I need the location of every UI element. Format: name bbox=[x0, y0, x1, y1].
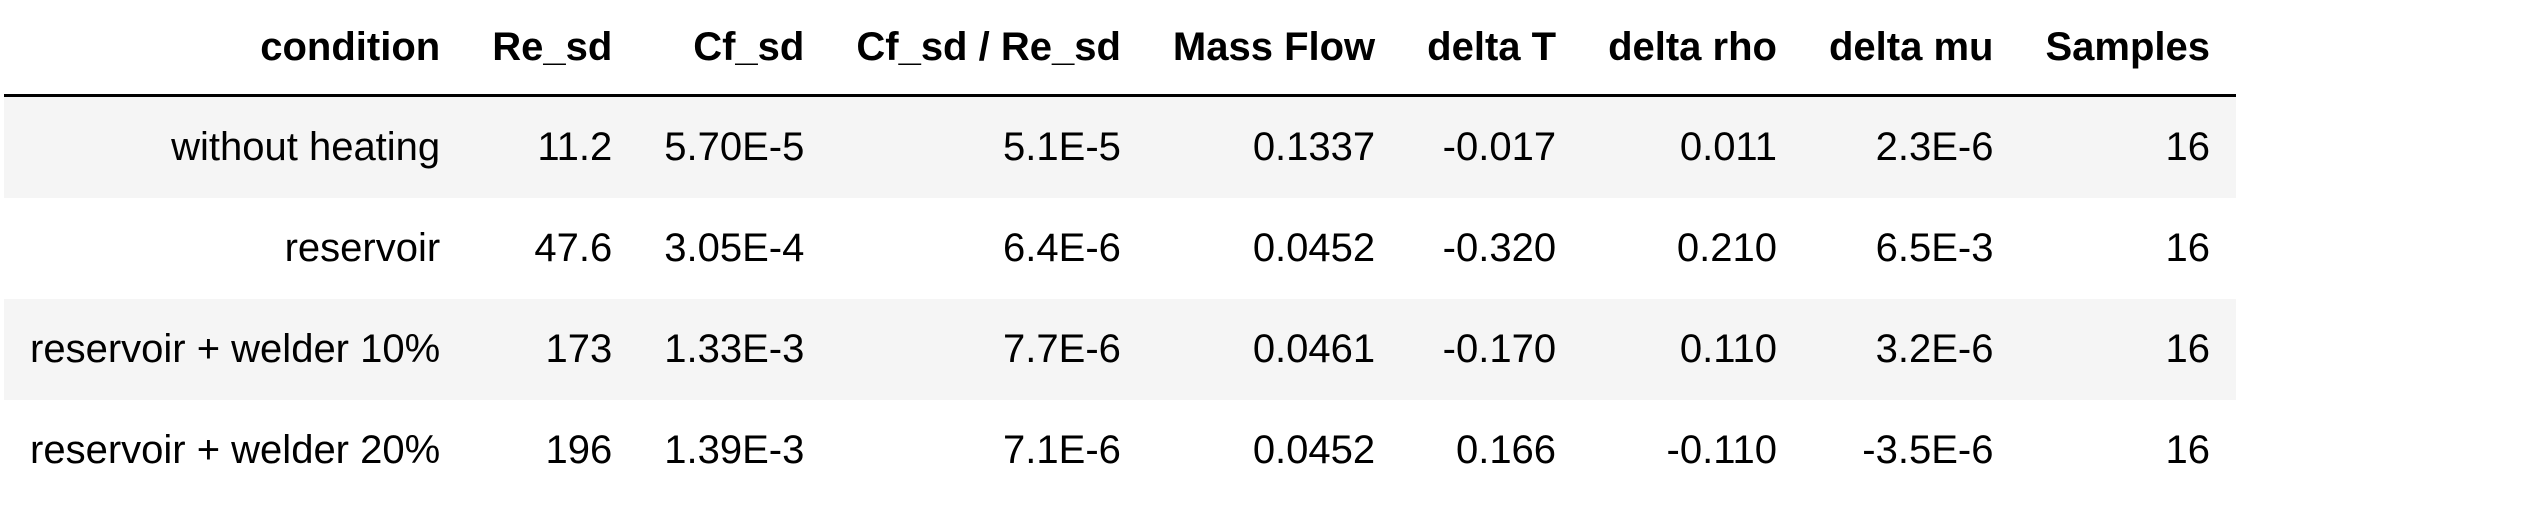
cell-delta-t: -0.017 bbox=[1401, 95, 1583, 198]
cell-re-sd: 196 bbox=[466, 400, 639, 501]
cell-delta-mu: 2.3E-6 bbox=[1802, 95, 2020, 198]
cell-cf-sd: 3.05E-4 bbox=[638, 198, 831, 299]
cell-delta-rho: 0.011 bbox=[1582, 95, 1803, 198]
cell-delta-rho: 0.110 bbox=[1582, 299, 1803, 400]
column-header-condition: condition bbox=[4, 0, 467, 97]
cell-samples: 16 bbox=[2019, 95, 2236, 198]
cell-delta-t: -0.170 bbox=[1401, 299, 1583, 400]
cell-cf-sd: 1.39E-3 bbox=[638, 400, 831, 501]
table-row: reservoir 47.6 3.05E-4 6.4E-6 0.0452 -0.… bbox=[4, 198, 2236, 299]
column-header-mass-flow: Mass Flow bbox=[1146, 0, 1402, 97]
cell-delta-rho: 0.210 bbox=[1582, 198, 1803, 299]
table-header: condition Re_sd Cf_sd Cf_sd / Re_sd Mass… bbox=[4, 0, 2236, 97]
cell-condition: reservoir + welder 20% bbox=[4, 400, 467, 501]
column-header-delta-t: delta T bbox=[1401, 0, 1583, 97]
cell-delta-mu: -3.5E-6 bbox=[1802, 400, 2020, 501]
cell-mass-flow: 0.1337 bbox=[1146, 95, 1402, 198]
header-row: condition Re_sd Cf_sd Cf_sd / Re_sd Mass… bbox=[4, 0, 2236, 97]
table-row: reservoir + welder 10% 173 1.33E-3 7.7E-… bbox=[4, 299, 2236, 400]
cell-delta-t: -0.320 bbox=[1401, 198, 1583, 299]
column-header-delta-mu: delta mu bbox=[1802, 0, 2020, 97]
cell-re-sd: 47.6 bbox=[466, 198, 639, 299]
cell-mass-flow: 0.0461 bbox=[1146, 299, 1402, 400]
column-header-re-sd: Re_sd bbox=[466, 0, 639, 97]
cell-re-sd: 173 bbox=[466, 299, 639, 400]
cell-delta-mu: 3.2E-6 bbox=[1802, 299, 2020, 400]
cell-samples: 16 bbox=[2019, 198, 2236, 299]
table-row: without heating 11.2 5.70E-5 5.1E-5 0.13… bbox=[4, 95, 2236, 198]
cell-condition: without heating bbox=[4, 95, 467, 198]
cell-mass-flow: 0.0452 bbox=[1146, 198, 1402, 299]
table-body: without heating 11.2 5.70E-5 5.1E-5 0.13… bbox=[4, 95, 2236, 501]
table-row: reservoir + welder 20% 196 1.39E-3 7.1E-… bbox=[4, 400, 2236, 501]
cell-delta-rho: -0.110 bbox=[1582, 400, 1803, 501]
cell-delta-mu: 6.5E-3 bbox=[1802, 198, 2020, 299]
cell-cf-sd-over-re-sd: 5.1E-5 bbox=[830, 95, 1147, 198]
cell-delta-t: 0.166 bbox=[1401, 400, 1583, 501]
cell-condition: reservoir bbox=[4, 198, 467, 299]
column-header-cf-sd-over-re-sd: Cf_sd / Re_sd bbox=[830, 0, 1147, 97]
cell-samples: 16 bbox=[2019, 299, 2236, 400]
results-table: condition Re_sd Cf_sd Cf_sd / Re_sd Mass… bbox=[4, 0, 2236, 501]
column-header-samples: Samples bbox=[2019, 0, 2236, 97]
cell-cf-sd: 5.70E-5 bbox=[638, 95, 831, 198]
cell-cf-sd-over-re-sd: 7.7E-6 bbox=[830, 299, 1147, 400]
cell-re-sd: 11.2 bbox=[466, 95, 639, 198]
cell-cf-sd: 1.33E-3 bbox=[638, 299, 831, 400]
cell-cf-sd-over-re-sd: 7.1E-6 bbox=[830, 400, 1147, 501]
cell-condition: reservoir + welder 10% bbox=[4, 299, 467, 400]
column-header-delta-rho: delta rho bbox=[1582, 0, 1803, 97]
cell-cf-sd-over-re-sd: 6.4E-6 bbox=[830, 198, 1147, 299]
cell-samples: 16 bbox=[2019, 400, 2236, 501]
cell-mass-flow: 0.0452 bbox=[1146, 400, 1402, 501]
column-header-cf-sd: Cf_sd bbox=[638, 0, 831, 97]
